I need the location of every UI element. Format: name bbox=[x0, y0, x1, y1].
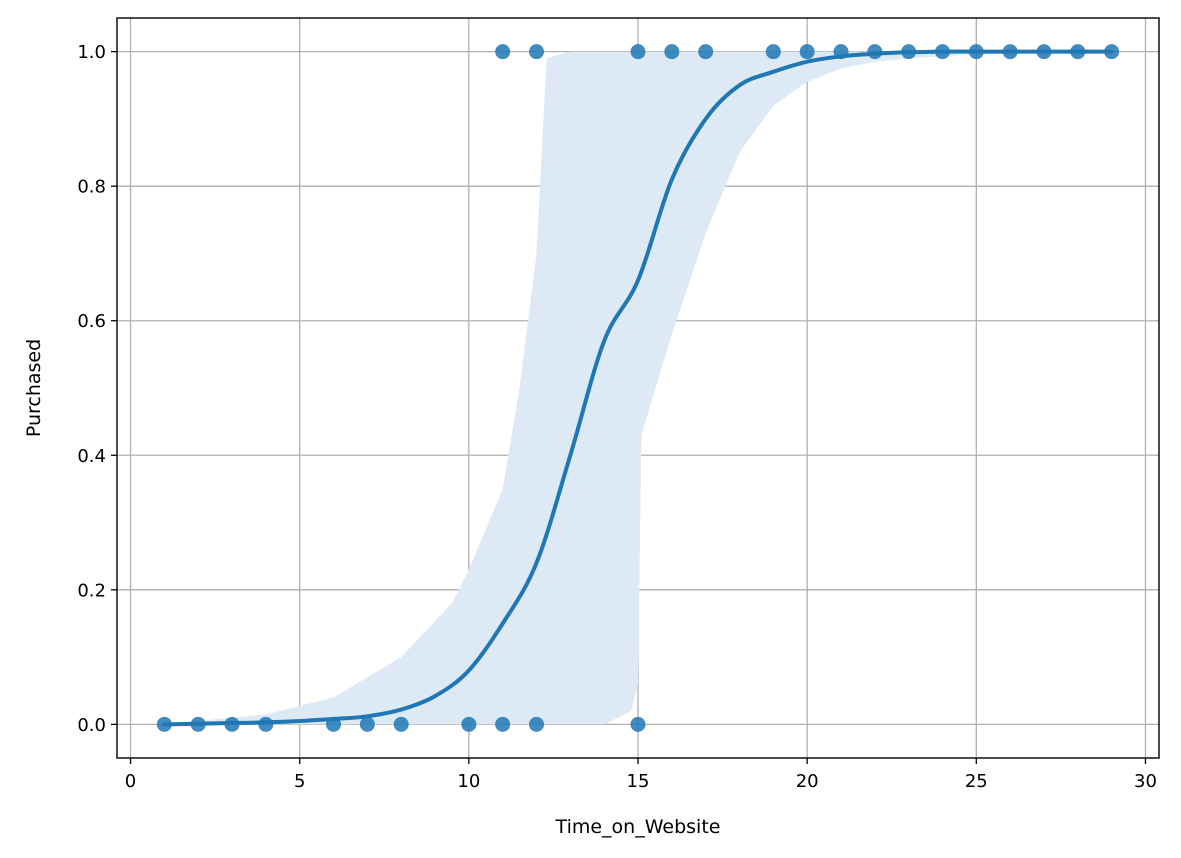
data-point bbox=[630, 44, 646, 60]
data-point bbox=[461, 716, 477, 732]
logistic-fit-curve bbox=[162, 49, 1114, 727]
y-tick-label: 0.6 bbox=[77, 311, 106, 332]
data-point bbox=[799, 44, 815, 60]
data-point bbox=[529, 44, 545, 60]
x-axis-label: Time_on_Website bbox=[555, 816, 721, 838]
x-tick-label: 5 bbox=[294, 771, 305, 792]
y-tick-label: 0.4 bbox=[77, 446, 106, 467]
x-tick-label: 10 bbox=[457, 771, 480, 792]
x-axis-ticks: 0 5 10 15 20 25 30 bbox=[125, 758, 1157, 792]
y-axis-label: Purchased bbox=[23, 339, 45, 437]
data-point bbox=[765, 44, 781, 60]
y-axis-ticks: 0.0 0.2 0.4 0.6 0.8 1.0 bbox=[77, 42, 117, 736]
data-point bbox=[664, 44, 680, 60]
data-point bbox=[359, 716, 375, 732]
data-point bbox=[698, 44, 714, 60]
fit-curve-layer bbox=[162, 49, 1114, 727]
confidence-band-layer bbox=[164, 51, 1112, 725]
x-tick-label: 15 bbox=[627, 771, 650, 792]
data-point bbox=[495, 44, 511, 60]
data-point bbox=[630, 716, 646, 732]
y-tick-label: 0.0 bbox=[77, 715, 106, 736]
x-tick-label: 30 bbox=[1134, 771, 1157, 792]
x-tick-label: 25 bbox=[965, 771, 988, 792]
data-point bbox=[393, 716, 409, 732]
y-tick-label: 1.0 bbox=[77, 42, 106, 63]
confidence-band bbox=[164, 51, 1112, 725]
data-point bbox=[529, 716, 545, 732]
y-tick-label: 0.2 bbox=[77, 580, 106, 601]
x-tick-label: 0 bbox=[125, 771, 136, 792]
y-tick-label: 0.8 bbox=[77, 177, 106, 198]
data-point bbox=[495, 716, 511, 732]
x-tick-label: 20 bbox=[796, 771, 819, 792]
